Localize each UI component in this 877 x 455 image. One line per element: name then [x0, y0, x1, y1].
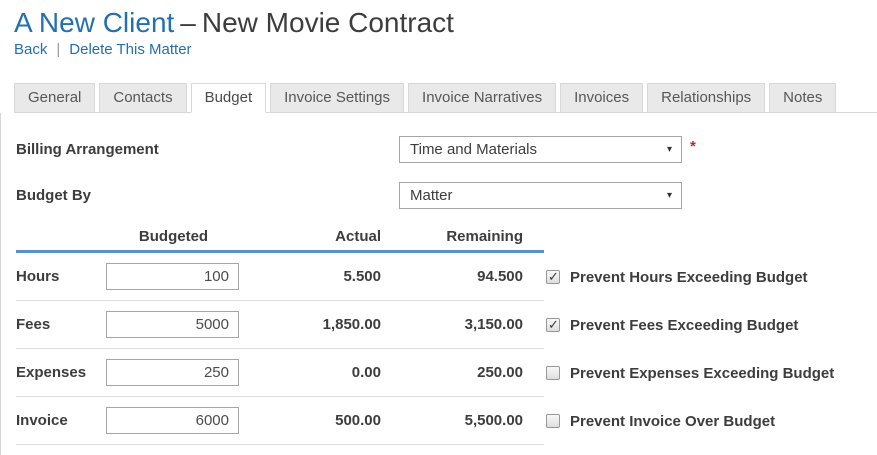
expenses-remaining-value: 250.00 [477, 364, 523, 381]
billing-arrangement-select[interactable]: Time and Materials ▾ [399, 136, 682, 163]
budget-table: Budgeted Actual Remaining Hours 5.500 94… [16, 228, 877, 445]
prevent-fees-label: Prevent Fees Exceeding Budget [570, 316, 799, 334]
tab-budget[interactable]: Budget [190, 83, 267, 113]
budget-row-fees: Fees 1,850.00 3,150.00 Prevent Fees Exce… [16, 301, 877, 349]
invoice-remaining-value: 5,500.00 [464, 412, 523, 429]
budget-row-invoice: Invoice 500.00 5,500.00 Prevent Invoice … [16, 397, 877, 445]
row-label-fees: Fees [16, 316, 51, 333]
invoice-budgeted-input[interactable] [106, 407, 239, 434]
prevent-hours-label: Prevent Hours Exceeding Budget [570, 268, 808, 286]
title-dash: – [180, 7, 196, 38]
link-separator: | [56, 41, 61, 58]
prevent-expenses-checkbox[interactable] [546, 366, 560, 380]
prevent-invoice-label: Prevent Invoice Over Budget [570, 412, 776, 430]
required-asterisk: * [690, 138, 696, 155]
back-link[interactable]: Back [14, 41, 48, 58]
col-header-remaining: Remaining [446, 228, 523, 245]
billing-arrangement-label: Billing Arrangement [16, 141, 159, 158]
hours-actual-value: 5.500 [343, 268, 381, 285]
tab-bar: General Contacts Budget Invoice Settings… [14, 83, 877, 113]
budget-by-row: Budget By Matter ▾ [16, 182, 877, 209]
fees-budgeted-input[interactable] [106, 311, 239, 338]
budget-by-select[interactable]: Matter ▾ [399, 182, 682, 209]
expenses-budgeted-input[interactable] [106, 359, 239, 386]
prevent-fees-checkbox[interactable] [546, 317, 560, 333]
budget-tab-panel: Billing Arrangement Time and Materials ▾… [0, 113, 877, 455]
tab-notes[interactable]: Notes [769, 83, 837, 113]
page-header: A New Client – New Movie Contract Back | Del… [0, 0, 877, 59]
prevent-invoice-checkbox[interactable] [546, 414, 560, 428]
tab-contacts[interactable]: Contacts [99, 83, 187, 113]
tab-invoice-settings[interactable]: Invoice Settings [270, 83, 405, 113]
dropdown-caret-icon: ▾ [666, 143, 672, 155]
hours-remaining-value: 94.500 [477, 268, 523, 285]
budget-row-expenses: Expenses 0.00 250.00 Prevent Expenses Ex… [16, 349, 877, 397]
expenses-actual-value: 0.00 [351, 364, 381, 381]
billing-arrangement-row: Billing Arrangement Time and Materials ▾… [16, 136, 877, 163]
budget-by-value: Matter [410, 187, 453, 204]
page-title: A New Client – New Movie Contract [14, 7, 877, 39]
tab-invoices[interactable]: Invoices [560, 83, 644, 113]
matter-name: New Movie Contract [201, 7, 454, 38]
delete-matter-link[interactable]: Delete This Matter [69, 41, 192, 58]
budget-by-label: Budget By [16, 187, 91, 204]
billing-arrangement-value: Time and Materials [410, 141, 537, 158]
tab-relationships[interactable]: Relationships [647, 83, 766, 113]
prevent-expenses-label: Prevent Expenses Exceeding Budget [570, 364, 835, 382]
row-label-expenses: Expenses [16, 364, 87, 381]
tab-general[interactable]: General [14, 83, 96, 113]
invoice-actual-value: 500.00 [335, 412, 381, 429]
budget-table-header: Budgeted Actual Remaining [16, 228, 877, 253]
col-header-actual: Actual [335, 228, 381, 245]
hours-budgeted-input[interactable] [106, 263, 239, 290]
tab-invoice-narratives[interactable]: Invoice Narratives [408, 83, 557, 113]
col-header-budgeted: Budgeted [138, 228, 209, 245]
client-name: A New Client [14, 7, 175, 38]
budget-row-hours: Hours 5.500 94.500 Prevent Hours Exceedi… [16, 253, 877, 301]
fees-actual-value: 1,850.00 [322, 316, 381, 333]
row-label-hours: Hours [16, 268, 60, 285]
fees-remaining-value: 3,150.00 [464, 316, 523, 333]
row-label-invoice: Invoice [16, 412, 68, 429]
header-links: Back | Delete This Matter [14, 41, 877, 59]
dropdown-caret-icon: ▾ [666, 189, 672, 201]
prevent-hours-checkbox[interactable] [546, 269, 560, 285]
